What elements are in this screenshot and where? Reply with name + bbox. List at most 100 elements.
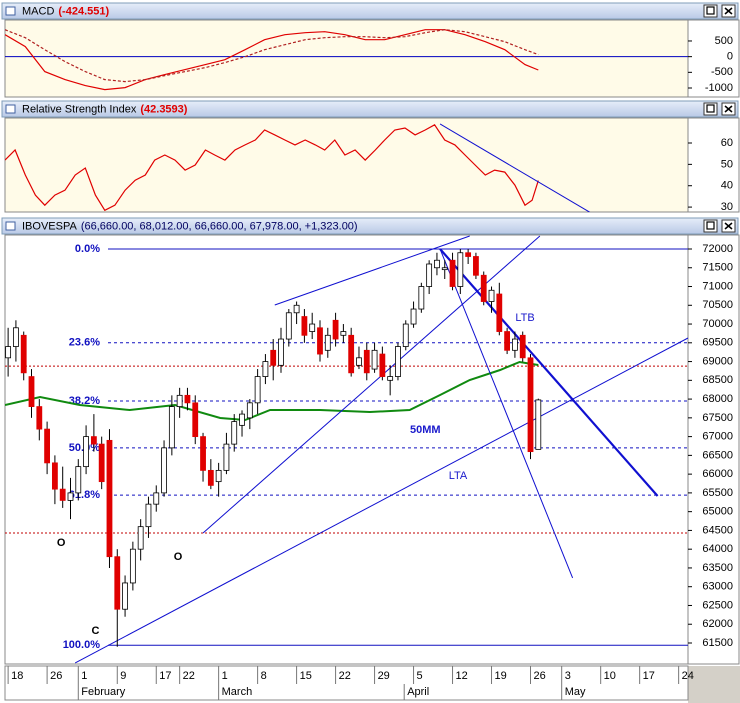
y-tick-label: 62500 <box>702 599 733 611</box>
candle-body <box>114 556 121 610</box>
maximize-glyph <box>706 221 715 230</box>
fib-label: 100.0% <box>63 639 101 651</box>
candle-body <box>395 346 401 377</box>
x-tick-label: 9 <box>120 670 126 682</box>
candle-body <box>480 274 487 302</box>
trendline <box>439 123 591 212</box>
candle-body <box>324 334 331 351</box>
date-axis <box>4 665 689 701</box>
y-tick-label: 40 <box>721 180 733 192</box>
x-tick-label: 22 <box>339 670 351 682</box>
moving-average <box>5 360 539 422</box>
candle-body <box>457 252 464 287</box>
trendline <box>439 248 574 579</box>
annotation: O <box>174 551 183 563</box>
candle-body <box>270 349 277 366</box>
y-tick-label: 500 <box>715 35 733 47</box>
candle-body <box>28 376 35 407</box>
candle-body <box>418 286 425 310</box>
y-tick-label: 67000 <box>702 431 733 443</box>
x-tick-label: 29 <box>378 670 390 682</box>
plot-area <box>4 117 689 213</box>
y-tick-label: 71000 <box>702 280 733 292</box>
x-tick-label: 3 <box>565 670 571 682</box>
panel-title: MACD <box>22 5 54 17</box>
candle-body <box>145 503 152 528</box>
panel-icon <box>5 104 16 114</box>
axis-area <box>687 234 740 665</box>
candle-body <box>434 259 440 269</box>
x-tick-label: 1 <box>222 670 228 682</box>
panel-title: IBOVESPA <box>22 220 77 232</box>
candle-body <box>161 447 167 494</box>
candle-body <box>184 394 191 404</box>
candle-body <box>153 492 160 505</box>
candle-body <box>129 548 136 584</box>
candle-body <box>215 469 222 483</box>
candle-body <box>332 319 339 340</box>
candle-body <box>137 526 144 550</box>
x-tick-label: 12 <box>456 670 468 682</box>
candle-body <box>98 443 105 483</box>
candle-body <box>293 304 300 314</box>
close-glyph <box>724 222 733 230</box>
candle-body <box>168 406 175 449</box>
annotation: LTB <box>515 312 534 324</box>
candle-body <box>449 259 456 287</box>
candle-body <box>426 263 433 287</box>
line-series <box>5 124 539 212</box>
panel-icon <box>5 6 16 16</box>
x-tick-label: 22 <box>183 670 195 682</box>
x-tick-label: 17 <box>643 670 655 682</box>
month-label: May <box>565 686 586 698</box>
x-tick-label: 1 <box>81 670 87 682</box>
candle-body <box>106 439 113 558</box>
candle-body <box>278 338 284 366</box>
y-tick-label: 50 <box>721 158 733 170</box>
annotation: LTA <box>449 470 468 482</box>
y-tick-label: 62000 <box>702 618 733 630</box>
y-tick-label: 65500 <box>702 487 733 499</box>
axis-area <box>687 117 740 213</box>
y-tick-label: 67500 <box>702 412 733 424</box>
y-tick-label: 63000 <box>702 581 733 593</box>
panel-title-bar <box>1 100 739 118</box>
line-series <box>5 29 539 91</box>
y-tick-label: 61500 <box>702 637 733 649</box>
plot-layer: 0.0%23.6%38.2%50.0%61.8%100.0%LTBLTA50MM… <box>5 235 688 664</box>
y-tick-label: 69000 <box>702 355 733 367</box>
candle-body <box>176 394 183 407</box>
y-tick-label: 70500 <box>702 299 733 311</box>
candle-body <box>51 462 58 490</box>
candle-body <box>59 488 66 501</box>
candle-body <box>340 331 347 336</box>
candle-body <box>75 466 82 494</box>
x-tick-label: 17 <box>159 670 171 682</box>
fib-label: 61.8% <box>69 489 100 501</box>
panel-title: Relative Strength Index <box>22 103 137 115</box>
panel-icon <box>5 221 16 231</box>
candle-body <box>363 349 370 374</box>
y-tick-label: 0 <box>727 51 733 63</box>
x-tick-label: 18 <box>11 670 23 682</box>
y-tick-label: 30 <box>721 201 733 213</box>
candle-body <box>488 289 495 302</box>
candle-body <box>402 323 409 347</box>
candle-body <box>239 413 245 426</box>
y-tick-label: 66500 <box>702 449 733 461</box>
y-tick-label: 72000 <box>702 243 733 255</box>
line-series <box>5 29 539 83</box>
y-tick-label: 64500 <box>702 524 733 536</box>
candle-body <box>465 252 472 257</box>
x-tick-label: 26 <box>534 670 546 682</box>
plot-layer <box>5 29 688 91</box>
panel-title-bar <box>1 2 739 20</box>
close-glyph <box>724 105 733 113</box>
month-label: March <box>222 686 253 698</box>
corner <box>688 666 740 703</box>
candle-body <box>192 402 199 438</box>
y-tick-label: 66000 <box>702 468 733 480</box>
candle-body <box>356 357 362 366</box>
y-tick-label: -1000 <box>705 82 733 94</box>
